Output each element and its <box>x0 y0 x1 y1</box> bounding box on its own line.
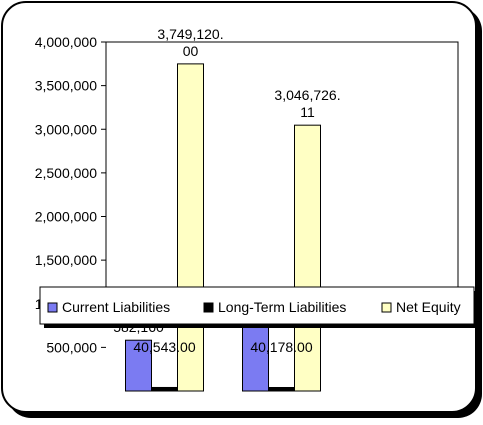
bar-long-term-liabilities-1 <box>151 386 178 392</box>
y-tick-label: 1,500,000 <box>35 252 97 268</box>
legend: Current Liabilities Long-Term Liabilities… <box>39 286 478 328</box>
legend-swatch <box>47 302 58 313</box>
bar-net-equity-2 <box>294 124 321 392</box>
plot-area <box>105 41 459 288</box>
legend-label: Current Liabilities <box>62 299 170 315</box>
y-tick-label: 3,000,000 <box>35 121 97 137</box>
legend-label: Long-Term Liabilities <box>218 299 346 315</box>
y-tick-label: 500,000 <box>46 339 97 355</box>
data-label: 40,178.00 <box>250 339 312 355</box>
legend-box <box>39 286 475 325</box>
data-label: 3,749,120. 00 <box>157 26 223 59</box>
y-tick-label: 2,500,000 <box>35 165 97 181</box>
bar-current-liabilities-1 <box>125 339 152 392</box>
bar-net-equity-1 <box>177 63 204 392</box>
legend-label: Net Equity <box>396 299 461 315</box>
legend-swatch <box>203 302 214 313</box>
y-tick-label: 4,000,000 <box>35 34 97 50</box>
legend-swatch <box>381 302 392 313</box>
data-label: 3,046,726. 11 <box>274 87 340 120</box>
bar-long-term-liabilities-2 <box>268 386 295 392</box>
y-tick-label: 3,500,000 <box>35 78 97 94</box>
y-tick-label: 2,000,000 <box>35 209 97 225</box>
data-label: 40,543.00 <box>133 339 195 355</box>
bars <box>125 63 321 392</box>
y-axis: 500,0001,000,0001,500,0002,000,0002,500,… <box>35 34 106 355</box>
